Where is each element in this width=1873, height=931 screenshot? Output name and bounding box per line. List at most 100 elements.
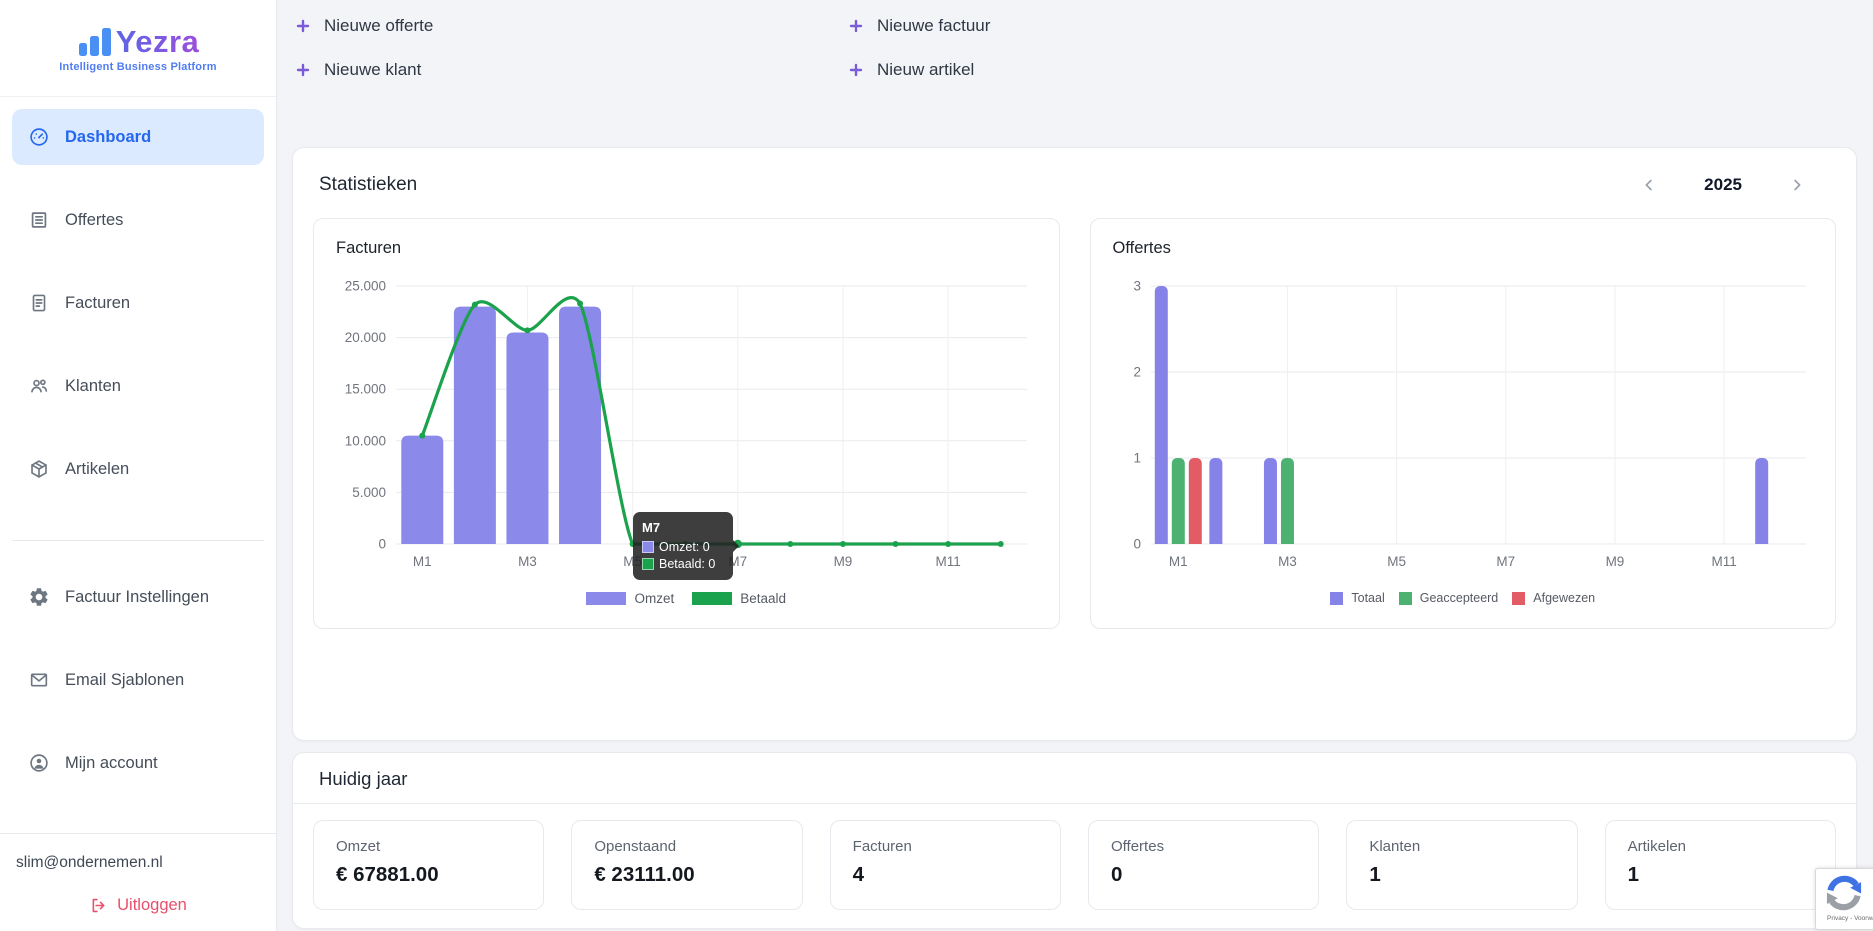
plus-icon — [848, 62, 864, 78]
stat-card-value: € 67881.00 — [336, 863, 439, 886]
legend-item-omzet[interactable]: Omzet — [586, 591, 674, 606]
svg-text:M1: M1 — [1168, 554, 1187, 569]
svg-text:M3: M3 — [518, 554, 537, 569]
legend-item-betaald[interactable]: Betaald — [692, 591, 786, 606]
brand-name: Yezra — [115, 23, 200, 59]
stat-card-offertes: Offertes 0 — [1087, 820, 1320, 910]
tooltip-row: Betaald: 0 — [642, 557, 724, 571]
legend-swatch — [1398, 591, 1412, 605]
svg-text:M11: M11 — [1711, 554, 1736, 569]
svg-text:15.000: 15.000 — [345, 382, 386, 397]
stat-card-label: Klanten — [1369, 838, 1421, 855]
stat-card-label: Offertes — [1110, 838, 1165, 855]
legend-swatch — [1512, 591, 1526, 605]
svg-text:5.000: 5.000 — [352, 485, 386, 500]
svg-text:0: 0 — [1133, 537, 1141, 552]
brand-tagline: Intelligent Business Platform — [59, 60, 217, 73]
invoice-icon — [28, 292, 50, 314]
tooltip-row: Omzet: 0 — [642, 540, 724, 554]
sidebar-item-email-sjablonen[interactable]: Email Sjablonen — [12, 652, 264, 708]
svg-text:20.000: 20.000 — [345, 330, 386, 345]
sidebar-footer: slim@ondernemen.nl Uitloggen — [0, 833, 276, 931]
current-year-panel: Huidig jaar Omzet € 67881.00 Openstaand € 2… — [292, 752, 1857, 929]
legend-item-totaal[interactable]: Totaal — [1330, 591, 1385, 605]
legend-item-afgewezen[interactable]: Afgewezen — [1512, 591, 1595, 605]
facturen-chart: 05.00010.00015.00020.00025.000M1M3M5M7M9… — [345, 279, 1027, 569]
quick-action-nieuwe-factuur[interactable]: Nieuwe factuur — [848, 10, 990, 41]
tooltip-value: Omzet: 0 — [659, 540, 710, 554]
box-icon — [28, 458, 50, 480]
quick-action-label: Nieuwe offerte — [324, 15, 434, 35]
offertes-chart-card: Offertes 0 1 2 3 M1 M3 M5 M7 M9 M11 Totaal Geaccep… — [1089, 218, 1836, 629]
svg-text:M9: M9 — [834, 554, 853, 569]
offertes-chart: 0 1 2 3 M1 M3 M5 M7 M9 M11 — [1133, 279, 1806, 569]
sidebar-item-artikelen[interactable]: Artikelen — [12, 441, 264, 497]
sidebar-item-dashboard[interactable]: Dashboard — [12, 109, 264, 165]
tooltip-swatch — [642, 541, 654, 553]
sidebar-item-mijn-account[interactable]: Mijn account — [12, 735, 264, 791]
logout-button[interactable]: Uitloggen — [16, 896, 260, 915]
statistics-panel: Statistieken 2025 Facturen 0 5.000 10.000 1… — [292, 147, 1857, 741]
quick-action-nieuw-artikel[interactable]: Nieuw artikel — [848, 54, 974, 85]
mail-icon — [28, 669, 50, 691]
sidebar-item-offertes[interactable]: Offertes — [12, 192, 264, 248]
tooltip-title: M7 — [642, 520, 661, 535]
quick-action-nieuwe-klant[interactable]: Nieuwe klant — [295, 54, 421, 85]
sidebar-nav-secondary: Factuur Instellingen Email Sjablonen Mijn … — [0, 569, 276, 818]
stat-card-label: Facturen — [852, 838, 912, 855]
legend-label: Betaald — [740, 590, 787, 606]
gear-icon — [28, 586, 50, 608]
legend-swatch — [586, 591, 627, 605]
svg-text:M1: M1 — [413, 554, 432, 569]
recaptcha-badge[interactable]: Privacy - Voorwaarden — [1815, 868, 1873, 930]
statistics-title: Statistieken — [319, 174, 418, 195]
svg-text:3: 3 — [1133, 279, 1141, 294]
logout-icon — [89, 896, 108, 915]
stat-card-label: Omzet — [336, 838, 381, 855]
svg-text:M7: M7 — [728, 554, 747, 569]
sidebar-item-label: Factuur Instellingen — [65, 587, 209, 606]
sidebar-divider — [12, 540, 264, 541]
plus-icon — [848, 18, 864, 34]
quick-action-label: Nieuw artikel — [877, 59, 975, 79]
stat-card-label: Openstaand — [594, 838, 677, 855]
gauge-icon — [28, 126, 50, 148]
legend-label: Totaal — [1351, 591, 1385, 605]
user-icon — [28, 752, 50, 774]
stat-card-openstaand: Openstaand € 23111.00 — [571, 820, 803, 910]
stat-card-omzet: Omzet € 67881.00 — [313, 820, 545, 910]
facturen-chart-card: Facturen 0 5.000 10.000 15.000 20.000 25.000 M… — [313, 218, 1060, 629]
legend-label: Geaccepteerd — [1419, 591, 1499, 605]
previous-year-button[interactable] — [1640, 176, 1658, 194]
next-year-button[interactable] — [1788, 176, 1806, 194]
offertes-chart-legend: Totaal Geaccepteerd Afgewezen — [1109, 586, 1818, 610]
plus-icon — [295, 62, 311, 78]
quick-action-label: Nieuwe factuur — [877, 15, 991, 35]
sidebar-item-klanten[interactable]: Klanten — [12, 358, 264, 414]
stat-card-label: Artikelen — [1627, 838, 1686, 855]
sidebar-item-label: Email Sjablonen — [65, 670, 185, 689]
svg-text:M5: M5 — [1387, 554, 1406, 569]
users-icon — [28, 375, 50, 397]
legend-label: Afgewezen — [1533, 591, 1596, 605]
stat-card-value: 1 — [1369, 863, 1381, 886]
sidebar-item-label: Dashboard — [65, 127, 152, 146]
tooltip-value: Betaald: 0 — [659, 557, 716, 571]
stat-card-artikelen: Artikelen 1 — [1604, 820, 1836, 910]
quick-actions: Nieuwe offerte Nieuwe factuur Nieuwe klant… — [292, 6, 1857, 85]
current-year-title: Huidig jaar — [293, 753, 1856, 804]
sidebar-item-factuur-instellingen[interactable]: Factuur Instellingen — [12, 569, 264, 625]
main-content: Nieuwe offerte Nieuwe factuur Nieuwe klant… — [277, 0, 1873, 931]
legend-item-geaccepteerd[interactable]: Geaccepteerd — [1398, 591, 1499, 605]
legend-label: Omzet — [634, 590, 675, 606]
logo-area: Yezra Intelligent Business Platform — [0, 0, 276, 97]
brand-barchart-icon — [77, 25, 113, 59]
sidebar-item-facturen[interactable]: Facturen — [12, 275, 264, 331]
sidebar: Yezra Intelligent Business Platform Dash… — [0, 0, 277, 931]
recaptcha-privacy-terms: Privacy - Voorwaarden — [1827, 915, 1873, 922]
quick-action-nieuwe-offerte[interactable]: Nieuwe offerte — [295, 10, 433, 41]
stat-card-value: 0 — [1110, 863, 1123, 886]
sidebar-nav-primary: Dashboard Offertes Facturen Klanten Artikele… — [0, 97, 276, 524]
stat-card-value: 4 — [852, 863, 865, 886]
svg-text:M11: M11 — [935, 554, 960, 569]
